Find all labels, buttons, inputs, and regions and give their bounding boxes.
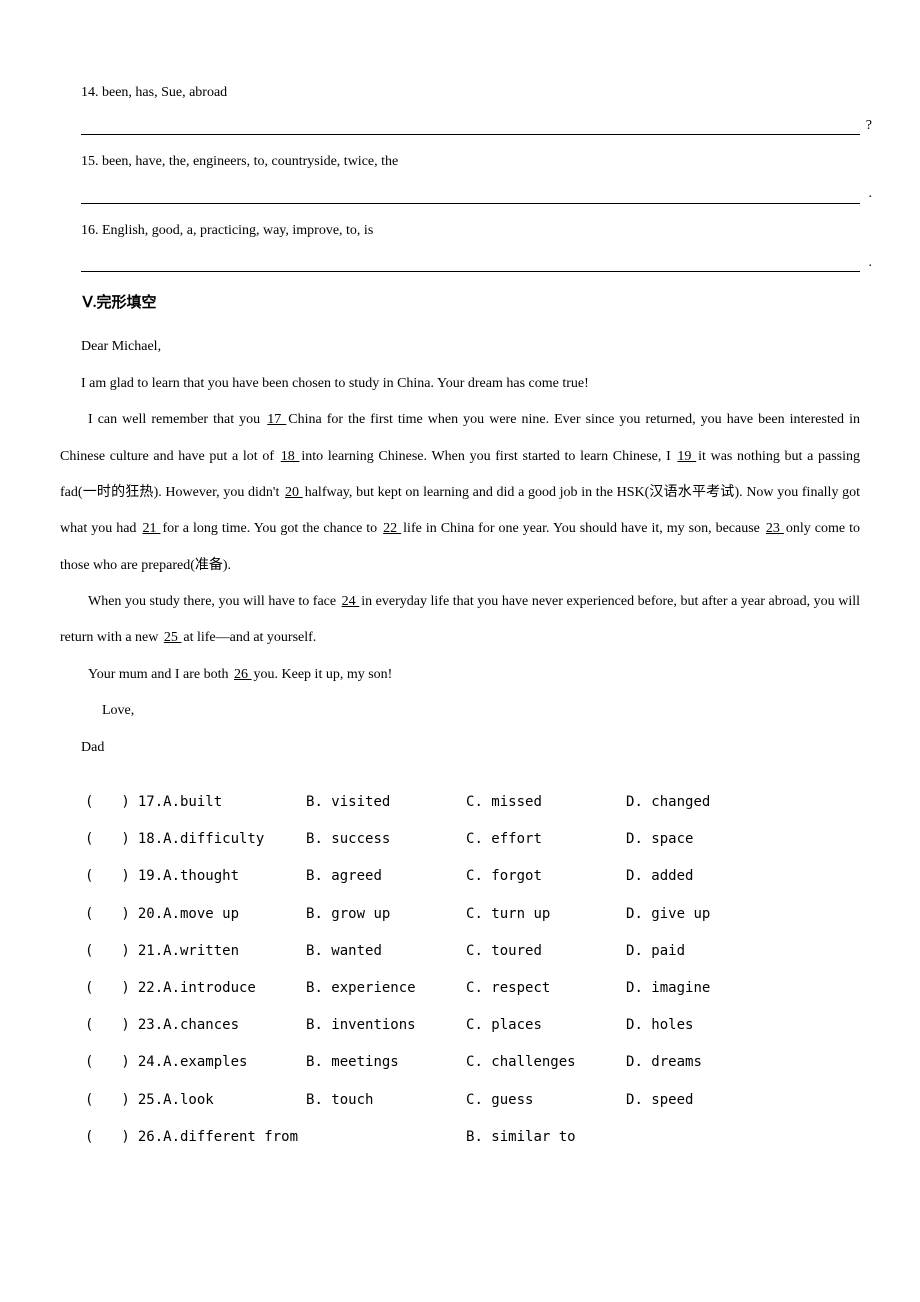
blank-22: 22 (381, 521, 403, 536)
answer-paren: ( ) (81, 1082, 134, 1119)
answer-row: ( )26.A.different from B. similar to (81, 1119, 782, 1156)
greeting: Dear Michael, (60, 329, 860, 365)
blank-20: 20 (283, 485, 305, 500)
section-v-heading: Ⅴ.完形填空 (83, 290, 861, 317)
blank-19: 19 (675, 449, 698, 464)
answer-row: ( )25.A.lookB. touchC. guessD. speed (81, 1082, 782, 1119)
p4b: you. Keep it up, my son! (254, 667, 393, 682)
blank-18: 18 (279, 449, 302, 464)
p3c: at life—and at yourself. (183, 630, 316, 645)
answer-opt-a: 23.A.chances (134, 1007, 302, 1044)
answer-row: ( )23.A.chancesB. inventionsC. placesD. … (81, 1007, 782, 1044)
p2f: for a long time. You got the chance to (162, 521, 381, 536)
answer-opt-a: 17.A.built (134, 784, 302, 821)
answer-opt-a: 21.A.written (134, 933, 302, 970)
answer-row: ( )20.A.move upB. grow upC. turn upD. gi… (81, 896, 782, 933)
answer-row: ( )19.A.thoughtB. agreedC. forgotD. adde… (81, 858, 782, 895)
answer-opt-c: C. missed (462, 784, 622, 821)
ex14-prompt: 14. been, has, Sue, abroad (60, 80, 860, 105)
answer-opt-d (622, 1119, 782, 1156)
answer-opt-c: B. similar to (462, 1119, 622, 1156)
ex14-blank (81, 115, 860, 135)
ex15-prompt: 15. been, have, the, engineers, to, coun… (60, 149, 860, 174)
answer-row: ( )21.A.writtenB. wantedC. touredD. paid (81, 933, 782, 970)
answer-opt-d: D. holes (622, 1007, 782, 1044)
answer-opt-c: C. guess (462, 1082, 622, 1119)
blank-23: 23 (764, 521, 786, 536)
answer-opt-b (302, 1119, 462, 1156)
answer-opt-c: C. effort (462, 821, 622, 858)
ex15-blank (81, 184, 860, 204)
cloze-passage: Dear Michael, I am glad to learn that yo… (60, 329, 860, 766)
answer-opt-b: B. visited (302, 784, 462, 821)
answer-opt-b: B. experience (302, 970, 462, 1007)
answer-opt-c: C. forgot (462, 858, 622, 895)
answer-opt-b: B. grow up (302, 896, 462, 933)
answer-opt-c: C. respect (462, 970, 622, 1007)
answer-opt-a: 20.A.move up (134, 896, 302, 933)
answer-opt-b: B. meetings (302, 1044, 462, 1081)
answer-paren: ( ) (81, 933, 134, 970)
p2g: life in China for one year. You should h… (403, 521, 764, 536)
closing-love: Love, (60, 693, 860, 729)
answer-paren: ( ) (81, 1007, 134, 1044)
answer-opt-d: D. paid (622, 933, 782, 970)
answer-opt-d: D. give up (622, 896, 782, 933)
blank-25: 25 (162, 630, 184, 645)
blank-21: 21 (140, 521, 162, 536)
answer-opt-a: 18.A.difficulty (134, 821, 302, 858)
answer-opt-a: 24.A.examples (134, 1044, 302, 1081)
answer-opt-d: D. changed (622, 784, 782, 821)
answer-opt-d: D. added (622, 858, 782, 895)
ex16-blank (81, 253, 860, 273)
answer-opt-b: B. touch (302, 1082, 462, 1119)
para-1: I am glad to learn that you have been ch… (60, 366, 860, 402)
p3a: When you study there, you will have to f… (88, 594, 340, 609)
p2c: into learning Chinese. When you first st… (301, 449, 675, 464)
answer-paren: ( ) (81, 896, 134, 933)
answer-paren: ( ) (81, 821, 134, 858)
ex16-prompt: 16. English, good, a, practicing, way, i… (60, 218, 860, 243)
answer-row: ( )22.A.introduceB. experienceC. respect… (81, 970, 782, 1007)
answer-options-table: ( )17.A.builtB. visitedC. missedD. chang… (81, 784, 782, 1156)
answer-opt-d: D. space (622, 821, 782, 858)
blank-17: 17 (265, 412, 288, 427)
p4a: Your mum and I are both (88, 667, 232, 682)
answer-opt-c: C. turn up (462, 896, 622, 933)
p2a: I can well remember that you (88, 412, 265, 427)
answer-opt-a: 26.A.different from (134, 1119, 302, 1156)
blank-26: 26 (232, 667, 254, 682)
answer-opt-d: D. speed (622, 1082, 782, 1119)
answer-opt-b: B. inventions (302, 1007, 462, 1044)
blank-24: 24 (340, 594, 362, 609)
answer-opt-c: C. toured (462, 933, 622, 970)
answer-paren: ( ) (81, 1119, 134, 1156)
answer-paren: ( ) (81, 1044, 134, 1081)
answer-opt-d: D. imagine (622, 970, 782, 1007)
closing-dad: Dad (60, 730, 860, 766)
answer-opt-a: 19.A.thought (134, 858, 302, 895)
para-3: When you study there, you will have to f… (60, 584, 860, 657)
answer-opt-c: C. challenges (462, 1044, 622, 1081)
answer-opt-d: D. dreams (622, 1044, 782, 1081)
answer-row: ( )18.A.difficultyB. successC. effortD. … (81, 821, 782, 858)
answer-opt-c: C. places (462, 1007, 622, 1044)
answer-opt-b: B. success (302, 821, 462, 858)
answer-row: ( )24.A.examplesB. meetingsC. challenges… (81, 1044, 782, 1081)
answer-paren: ( ) (81, 970, 134, 1007)
para-4: Your mum and I are both 26 you. Keep it … (60, 657, 860, 693)
para-2: I can well remember that you 17 China fo… (60, 402, 860, 584)
answer-opt-a: 22.A.introduce (134, 970, 302, 1007)
answer-opt-b: B. agreed (302, 858, 462, 895)
answer-paren: ( ) (81, 858, 134, 895)
answer-opt-a: 25.A.look (134, 1082, 302, 1119)
answer-row: ( )17.A.builtB. visitedC. missedD. chang… (81, 784, 782, 821)
answer-paren: ( ) (81, 784, 134, 821)
answer-opt-b: B. wanted (302, 933, 462, 970)
